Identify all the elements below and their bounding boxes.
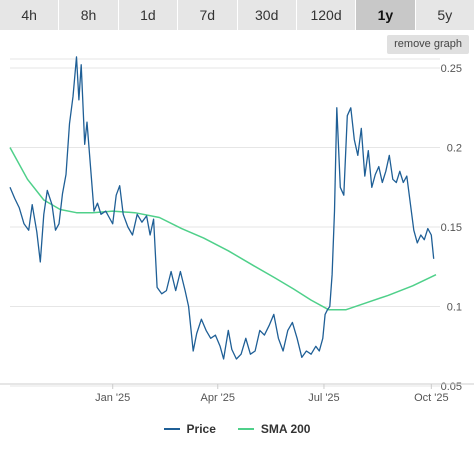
sma-200-series-line [9, 147, 437, 311]
y-tick-label: 0.1 [447, 302, 462, 314]
tab-1y[interactable]: 1y [356, 0, 416, 30]
legend-swatch-sma-200 [237, 428, 254, 430]
legend-swatch-price [163, 428, 180, 430]
x-tick-label: Jul '25 [308, 392, 339, 404]
y-tick-label: 0.2 [447, 143, 462, 155]
legend-label-sma-200: SMA 200 [260, 422, 311, 436]
remove-graph-button[interactable]: remove graph [387, 35, 469, 54]
tab-7d[interactable]: 7d [178, 0, 238, 30]
tab-1d[interactable]: 1d [118, 0, 179, 30]
tab-30d[interactable]: 30d [237, 0, 297, 30]
tab-4h[interactable]: 4h [0, 0, 60, 30]
tab-120d[interactable]: 120d [296, 0, 357, 30]
legend-label-price: Price [186, 422, 216, 436]
legend-item-price[interactable]: Price [163, 422, 216, 436]
x-tick-label: Jan '25 [95, 392, 130, 404]
tab-8h[interactable]: 8h [59, 0, 119, 30]
y-tick-label: 0.15 [441, 222, 462, 234]
y-tick-label: 0.25 [441, 63, 462, 75]
x-tick-label: Oct '25 [414, 392, 449, 404]
tab-5y[interactable]: 5y [415, 0, 474, 30]
timeframe-tabs: 4h 8h 1d 7d 30d 120d 1y 5y [0, 0, 474, 30]
x-tick-label: Apr '25 [200, 392, 235, 404]
legend-item-sma-200[interactable]: SMA 200 [237, 422, 311, 436]
chart-legend: Price SMA 200 [0, 418, 474, 440]
price-series-line [9, 56, 435, 360]
